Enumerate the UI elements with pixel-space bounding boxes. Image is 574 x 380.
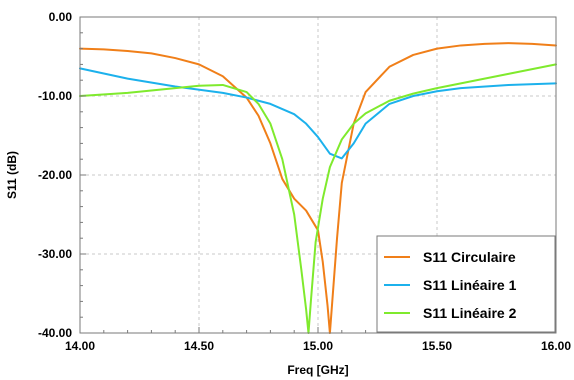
x-tick-label: 15.00 xyxy=(303,339,333,353)
y-tick-label: -20.00 xyxy=(38,168,72,182)
series-line-2 xyxy=(79,67,557,160)
x-tick-label: 14.00 xyxy=(65,339,95,353)
series-line-1 xyxy=(79,42,557,334)
y-axis-title: S11 (dB) xyxy=(5,151,19,199)
x-axis-title: Freq [GHz] xyxy=(287,363,348,377)
legend-label-3: S11 Linéaire 2 xyxy=(423,305,517,321)
y-tick-label: -10.00 xyxy=(38,89,72,103)
x-tick-label: 15.50 xyxy=(422,339,452,353)
y-tick-label: -40.00 xyxy=(38,326,72,340)
x-tick-label: 16.00 xyxy=(541,339,571,353)
series-line-3 xyxy=(79,63,557,334)
legend-label-2: S11 Linéaire 1 xyxy=(423,277,517,293)
series-lines xyxy=(79,42,557,334)
y-tick-label: -30.00 xyxy=(38,247,72,261)
legend: S11 Circulaire S11 Linéaire 1 S11 Linéaire… xyxy=(376,235,556,333)
y-tick-label: 0.00 xyxy=(49,10,73,24)
legend-label-1: S11 Circulaire xyxy=(423,249,516,265)
x-tick-label: 14.50 xyxy=(184,339,214,353)
